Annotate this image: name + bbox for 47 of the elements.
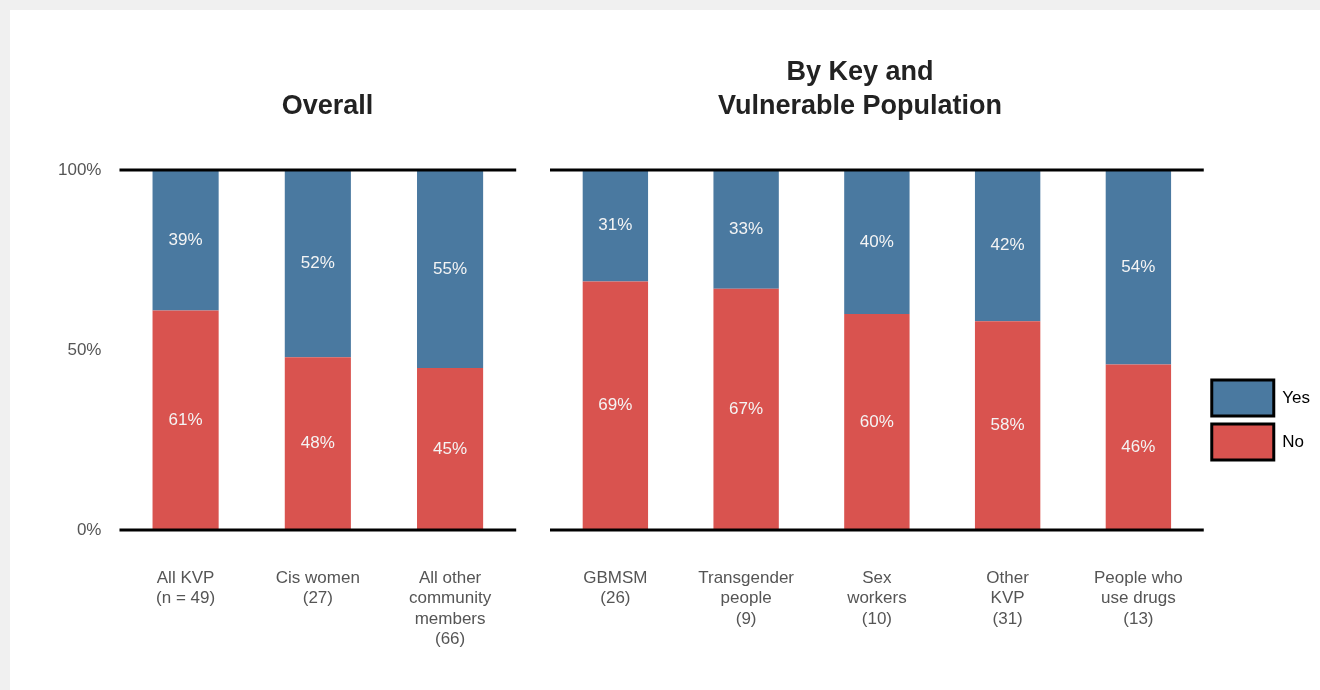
data-label: 58% (990, 415, 1025, 435)
bar (974, 321, 1041, 530)
bar (713, 288, 779, 530)
bar (974, 170, 1041, 322)
data-label: 55% (433, 258, 468, 278)
data-label: 31% (598, 215, 633, 235)
bar (1105, 170, 1172, 365)
data-label: 69% (598, 395, 633, 415)
data-label: 39% (168, 229, 203, 249)
x-tick-label: GBMSM (26) (583, 567, 648, 608)
bar (844, 170, 910, 314)
x-tick-label: Cis women (27) (275, 567, 360, 608)
legend-label: No (1282, 431, 1304, 451)
data-label: 40% (859, 231, 894, 251)
y-tick-label: 100% (58, 159, 102, 179)
x-tick-label: Sex workers (10) (846, 567, 907, 628)
bar (844, 314, 910, 530)
x-tick-label: People who use drugs (13) (1093, 567, 1183, 628)
data-label: 61% (168, 409, 203, 429)
bar (582, 281, 649, 530)
chart-title: Overall (280, 89, 375, 122)
data-label: 54% (1121, 256, 1156, 276)
y-tick-label: 50% (67, 339, 102, 359)
data-label: 46% (1121, 436, 1156, 456)
data-label: 52% (300, 253, 335, 273)
data-label: 33% (729, 219, 764, 239)
x-tick-label: All KVP (n = 49) (156, 567, 216, 608)
bar (152, 170, 219, 311)
bar (284, 357, 351, 530)
bar (1105, 364, 1172, 530)
bar (152, 310, 219, 530)
bar (417, 368, 484, 530)
chart-title: By Key and Vulnerable Population (717, 55, 1003, 122)
data-label: 67% (729, 399, 764, 419)
data-label: 48% (300, 433, 335, 453)
x-tick-label: Other KVP (31) (986, 567, 1030, 628)
x-tick-label: Transgender people (9) (698, 567, 795, 628)
x-tick-label: All other community members (66) (408, 567, 492, 649)
legend-label: Yes (1282, 387, 1310, 407)
bar (582, 170, 649, 282)
data-label: 42% (990, 235, 1025, 255)
data-label: 60% (859, 411, 894, 431)
y-tick-label: 0% (76, 519, 102, 539)
bar (417, 170, 484, 368)
bar (284, 170, 351, 358)
data-label: 45% (433, 438, 468, 458)
bar (713, 170, 779, 289)
